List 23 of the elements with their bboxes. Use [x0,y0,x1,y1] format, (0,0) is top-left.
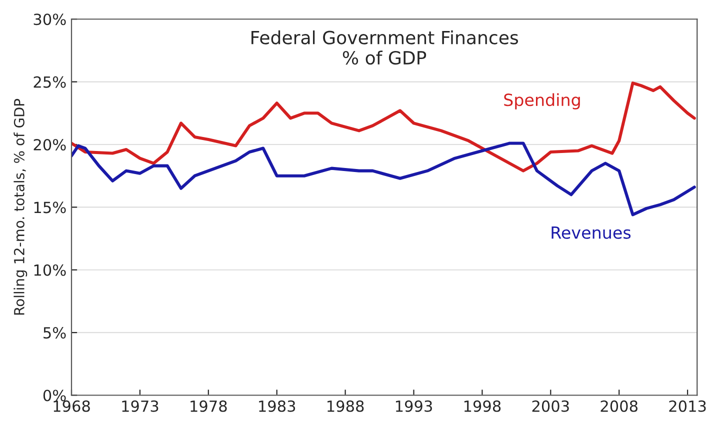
y-tick-label: 20% [34,138,66,151]
y-tick-label: 25% [34,76,66,88]
text: Federal Government Finances % of GDP [252,30,518,65]
x-tick-label: 2013 [669,400,706,412]
line-series [72,142,696,216]
x-tick-label: 1968 [54,400,90,412]
x-tick-label: 1988 [328,400,364,412]
x-tick-label: 1978 [190,400,227,412]
x-tick-label: 1998 [464,400,501,412]
x-tick-label: 2008 [600,400,638,412]
x-tick-label: 1993 [396,400,432,412]
x-tick-label: 1973 [122,400,158,412]
y-tick-label: 30% [34,14,66,26]
x-tick-label: 1983 [259,400,296,412]
y-tick-label: 0% [43,390,66,402]
line-series [72,82,696,172]
y-axis-title: Rolling 12-mo. totals, % of GDP [14,98,28,315]
y-tick-label: 5% [44,327,66,339]
y-tick-label: 10% [34,264,66,276]
y-tick-label: 15% [34,202,66,214]
text: Spending [504,93,580,110]
x-tick-label: 2003 [532,400,569,412]
series-label: Revenues [552,226,631,239]
